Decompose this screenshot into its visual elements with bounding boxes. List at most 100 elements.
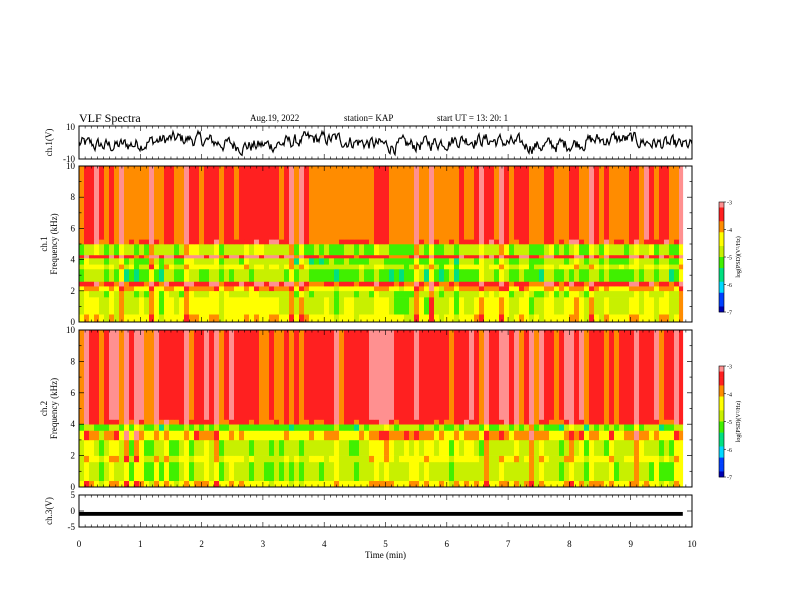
spectrogram-cell xyxy=(464,297,470,315)
spectrogram-cell xyxy=(529,430,535,441)
spectrogram-cell xyxy=(334,290,340,298)
colorbar-step xyxy=(719,248,724,252)
spectrogram-cell xyxy=(114,480,120,488)
spectrogram-cell xyxy=(454,461,460,482)
spectrogram-cell xyxy=(364,461,370,482)
spectrogram-cell xyxy=(339,244,345,256)
spectrogram-cell xyxy=(264,480,270,488)
spectrogram-cell xyxy=(594,254,600,259)
spectrogram-cell xyxy=(679,330,684,420)
spectrogram-cell xyxy=(389,297,395,315)
spectrogram-cell xyxy=(549,480,555,488)
spectrogram-cell xyxy=(534,330,540,420)
spectrogram-cell xyxy=(139,290,145,298)
spectrogram-cell xyxy=(179,290,185,298)
spectrogram-cell xyxy=(399,239,405,245)
spectrogram-cell xyxy=(184,419,190,425)
spectrogram-cell xyxy=(494,461,500,482)
spectrogram-cell xyxy=(474,455,480,463)
spectrogram-cell xyxy=(509,258,515,265)
spectrogram-cell xyxy=(469,480,475,488)
colorbar-step xyxy=(719,379,724,383)
spectrogram-cell xyxy=(399,281,405,287)
spectrogram-cell xyxy=(359,330,365,420)
spectrogram-cell xyxy=(439,455,445,463)
spectrogram-cell xyxy=(189,290,195,298)
spectrogram-cell xyxy=(89,239,95,245)
spectrogram-cell xyxy=(449,424,455,431)
spectrogram-cell xyxy=(139,455,145,463)
spectrogram-cell xyxy=(189,258,195,265)
spectrogram-cell xyxy=(204,166,210,240)
spectrogram-cell xyxy=(209,430,215,441)
spectrogram-cell xyxy=(634,166,640,240)
spectrogram-cell xyxy=(234,314,240,323)
spectrogram-cell xyxy=(434,419,440,425)
spectrogram-cell xyxy=(634,330,640,420)
spectrogram-cell xyxy=(224,455,230,463)
spectrogram-cell xyxy=(194,314,200,323)
spectrogram-cell xyxy=(624,455,630,463)
spectrogram-cell xyxy=(444,330,450,420)
spectrogram-cell xyxy=(434,455,440,463)
spectrogram-cell xyxy=(204,297,210,315)
spectrogram-cell xyxy=(289,258,295,265)
spectrogram-cell xyxy=(574,455,580,463)
spectrogram-cell xyxy=(629,290,635,298)
spectrogram-cell xyxy=(449,239,455,245)
spectrogram-cell xyxy=(264,314,270,323)
spectrogram-cell xyxy=(519,268,525,282)
spectrogram-cell xyxy=(339,330,345,420)
spectrogram-cell xyxy=(194,281,200,287)
spectrogram-cell xyxy=(334,286,340,292)
spectrogram-cell xyxy=(284,166,290,240)
spectrogram-cell xyxy=(589,264,595,270)
spectrogram-cell xyxy=(544,290,550,298)
spectrogram-cell xyxy=(514,281,520,287)
spectrogram-cell xyxy=(124,461,130,482)
spectrogram-cell xyxy=(389,264,395,270)
spectrogram-cell xyxy=(324,424,330,431)
spectrogram-cell xyxy=(194,286,200,292)
spectrogram-cell xyxy=(364,314,370,323)
spectrogram-cell xyxy=(564,244,570,256)
chart-title: VLF Spectra xyxy=(79,111,141,125)
spectrogram-cell xyxy=(214,480,220,488)
spectrogram-cell xyxy=(249,314,255,323)
spectrogram-cell xyxy=(539,314,545,323)
spectrogram-cell xyxy=(94,264,100,270)
spectrogram-cell xyxy=(204,290,210,298)
colorbar-step xyxy=(719,446,724,450)
spectrogram-cell xyxy=(399,419,405,425)
spectrogram-cell xyxy=(619,244,625,256)
spectrogram-cell xyxy=(609,268,615,282)
spectrogram-cell xyxy=(659,254,665,259)
spectrogram-cell xyxy=(359,290,365,298)
spectrogram-cell xyxy=(279,254,285,259)
spectrogram-cell xyxy=(369,461,375,482)
spectrogram-cell xyxy=(484,480,490,488)
spectrogram-cell xyxy=(339,290,345,298)
spectrogram-cell xyxy=(189,314,195,323)
spectrogram-cell xyxy=(129,281,135,287)
spectrogram-cell xyxy=(309,281,315,287)
spectrogram-cell xyxy=(379,166,385,240)
spectrogram-cell xyxy=(149,290,155,298)
spectrogram-cell xyxy=(424,297,430,315)
spectrogram-cell xyxy=(484,424,490,431)
ch3-ylabel: ch.3(V) xyxy=(44,497,54,525)
spectrogram-cell xyxy=(539,281,545,287)
spectrogram-cell xyxy=(604,480,610,488)
spectrogram-cell xyxy=(594,258,600,265)
spectrogram-cell xyxy=(559,286,565,292)
spectrogram-cell xyxy=(359,430,365,441)
spectrogram-cell xyxy=(474,439,480,456)
spectrogram-cell xyxy=(549,461,555,482)
spectrogram-cell xyxy=(479,290,485,298)
spectrogram-cell xyxy=(519,244,525,256)
spectrogram-cell xyxy=(344,286,350,292)
spectrogram-cell xyxy=(469,424,475,431)
spectrogram-cell xyxy=(524,424,530,431)
colorbar-step xyxy=(719,454,724,458)
spectrogram-cell xyxy=(669,244,675,256)
